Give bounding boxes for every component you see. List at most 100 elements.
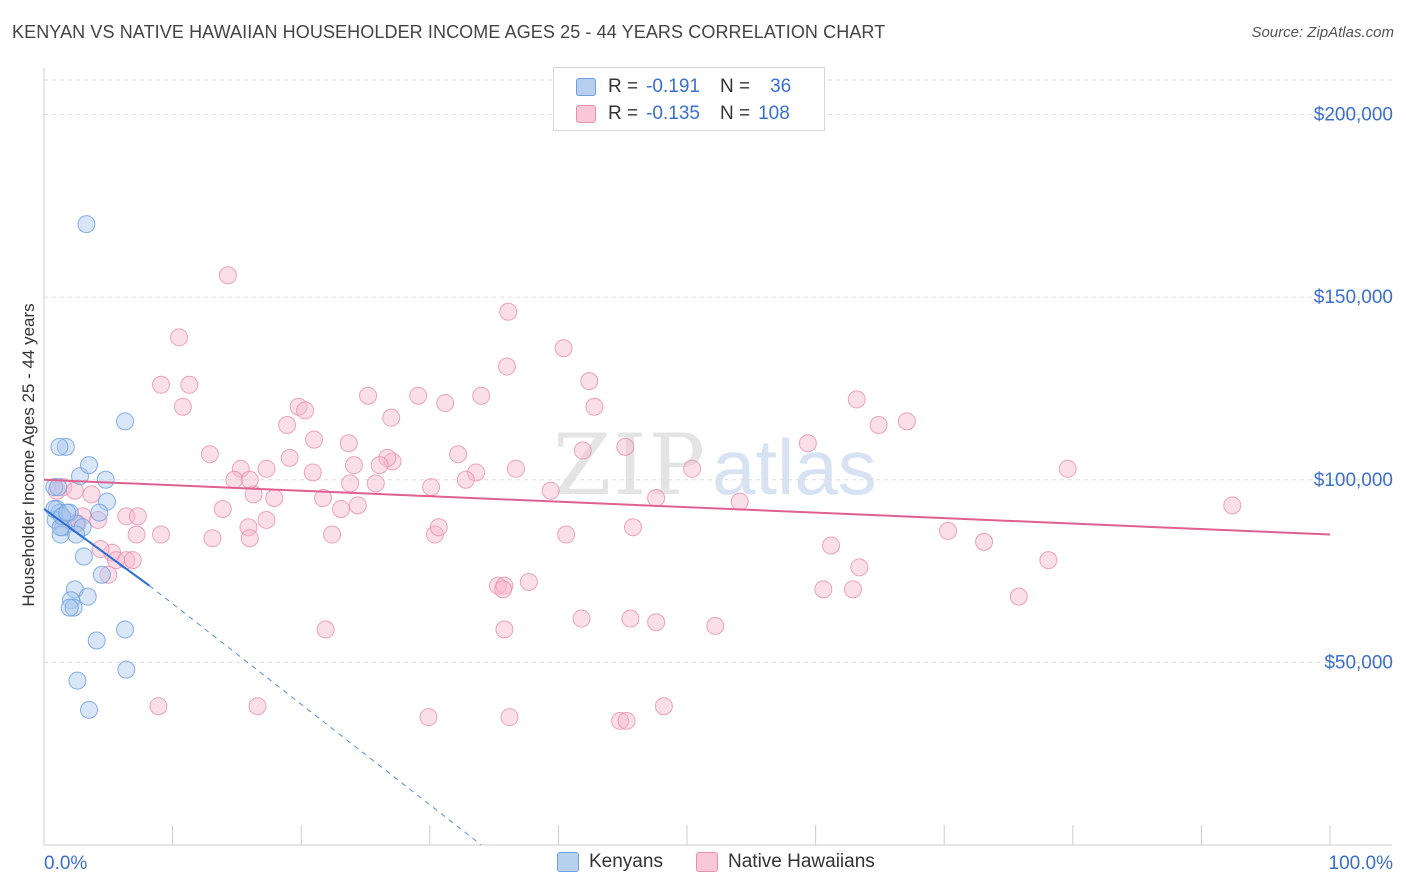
hawaiian-point <box>1039 551 1058 570</box>
hawaiian-point <box>218 266 237 285</box>
hawaiian-point <box>843 580 862 599</box>
hawaiian-point <box>975 532 994 551</box>
hawaiian-point <box>822 536 841 555</box>
hawaiian-point <box>554 339 573 358</box>
kenyan-point <box>78 587 97 606</box>
hawaiian-point <box>611 711 630 730</box>
correlation-legend: R = -0.191 N = 36 R = -0.135 N = 108 <box>553 67 825 131</box>
source-label: Source: ZipAtlas.com <box>1251 24 1394 41</box>
kenyan-point <box>68 671 87 690</box>
hawaiian-point <box>378 448 397 467</box>
x-tick-label-max: 100.0% <box>1329 853 1394 874</box>
hawaiian-point <box>647 489 666 508</box>
kenyans-trend-extension <box>149 585 482 846</box>
hawaiian-point <box>647 613 666 632</box>
n-label: N = <box>719 76 751 97</box>
hawaiian-point <box>244 485 263 504</box>
hawaiian-point <box>506 459 525 478</box>
hawaiian-point <box>128 507 147 526</box>
hawaiian-point <box>436 394 455 413</box>
kenyan-point <box>117 660 136 679</box>
axes <box>43 68 1392 846</box>
hawaiian-point <box>730 492 749 511</box>
x-tick-label-min: 0.0% <box>44 853 87 874</box>
hawaiian-point <box>54 478 73 497</box>
hawaiian-point <box>449 445 468 464</box>
hawaiians-trend-line <box>43 478 1331 536</box>
legend-row-hawaiians: R = -0.135 N = 108 <box>576 101 790 127</box>
hawaiian-point <box>170 328 189 347</box>
kenyan-point <box>73 518 92 537</box>
hawaiian-point <box>248 697 267 716</box>
r-label: R = <box>608 103 639 124</box>
hawaiian-point <box>359 386 378 405</box>
kenyan-point <box>80 700 99 719</box>
hawaiian-point <box>1058 459 1077 478</box>
hawaiian-point <box>200 445 219 464</box>
kenyan-point <box>90 503 109 522</box>
y-axis-label: Householder Income Ages 25 - 44 years <box>19 303 38 606</box>
kenyan-point <box>87 631 106 650</box>
hawaiian-point <box>683 459 702 478</box>
r-label: R = <box>608 76 639 97</box>
hawaiian-point <box>203 529 222 548</box>
hawaiian-point <box>850 558 869 577</box>
kenyans-r-value: -0.191 <box>646 76 700 97</box>
hawaiian-point <box>623 518 642 537</box>
hawaiian-point <box>495 620 514 639</box>
y-tick-label: $50,000 <box>1324 652 1393 673</box>
hawaiian-point <box>654 697 673 716</box>
kenyan-point <box>45 478 64 497</box>
kenyan-point <box>116 412 135 431</box>
hawaiian-point <box>1223 496 1242 515</box>
n-label: N = <box>719 103 751 124</box>
hawaiian-point <box>173 397 192 416</box>
hawaiian-point <box>280 448 299 467</box>
hawaiian-point <box>869 415 888 434</box>
hawaiian-point <box>499 302 518 321</box>
y-tick-label: $200,000 <box>1314 105 1393 126</box>
trend-lines <box>43 478 1331 846</box>
hawaiian-point <box>814 580 833 599</box>
hawaiian-points <box>47 266 1242 730</box>
hawaiian-point <box>1009 587 1028 606</box>
hawaiian-point <box>225 470 244 489</box>
kenyan-point <box>56 437 75 456</box>
hawaiian-point <box>240 470 259 489</box>
hawaiian-point <box>314 489 333 508</box>
hawaiians-swatch <box>576 105 596 123</box>
kenyan-point <box>58 503 77 522</box>
hawaiian-point <box>127 525 146 544</box>
hawaiian-point <box>541 481 560 500</box>
hawaiian-point <box>488 576 507 595</box>
legend-item-hawaiians: Native Hawaiians <box>696 851 875 873</box>
kenyan-point <box>62 591 81 610</box>
kenyans-trend-line <box>43 508 151 587</box>
kenyans-n-value: 36 <box>770 76 792 97</box>
hawaiian-point <box>621 609 640 628</box>
hawaiian-point <box>149 697 168 716</box>
kenyan-point <box>49 478 68 497</box>
kenyan-points <box>45 215 136 719</box>
hawaiian-point <box>180 375 199 394</box>
tick-labels: $50,000 $100,000 $150,000 $200,000 0.0% 100.0… <box>44 105 1393 874</box>
hawaiian-point <box>82 485 101 504</box>
hawaiian-point <box>265 489 284 508</box>
hawaiian-point <box>419 708 438 727</box>
kenyan-point <box>50 437 69 456</box>
kenyan-point <box>64 598 83 617</box>
hawaiian-point <box>305 430 324 449</box>
hawaiian-point <box>500 708 519 727</box>
hawaiian-point <box>344 456 363 475</box>
hawaiian-point <box>847 390 866 409</box>
kenyan-point <box>74 547 93 566</box>
hawaiians-legend-label: Native Hawaiians <box>728 851 875 872</box>
hawaiian-point <box>257 510 276 529</box>
kenyan-point <box>96 470 115 489</box>
hawaiian-point <box>240 529 259 548</box>
y-tick-label: $100,000 <box>1314 470 1393 491</box>
hawaiian-point <box>370 456 389 475</box>
hawaiians-n-value: 108 <box>758 103 790 124</box>
hawaiian-point <box>323 525 342 544</box>
